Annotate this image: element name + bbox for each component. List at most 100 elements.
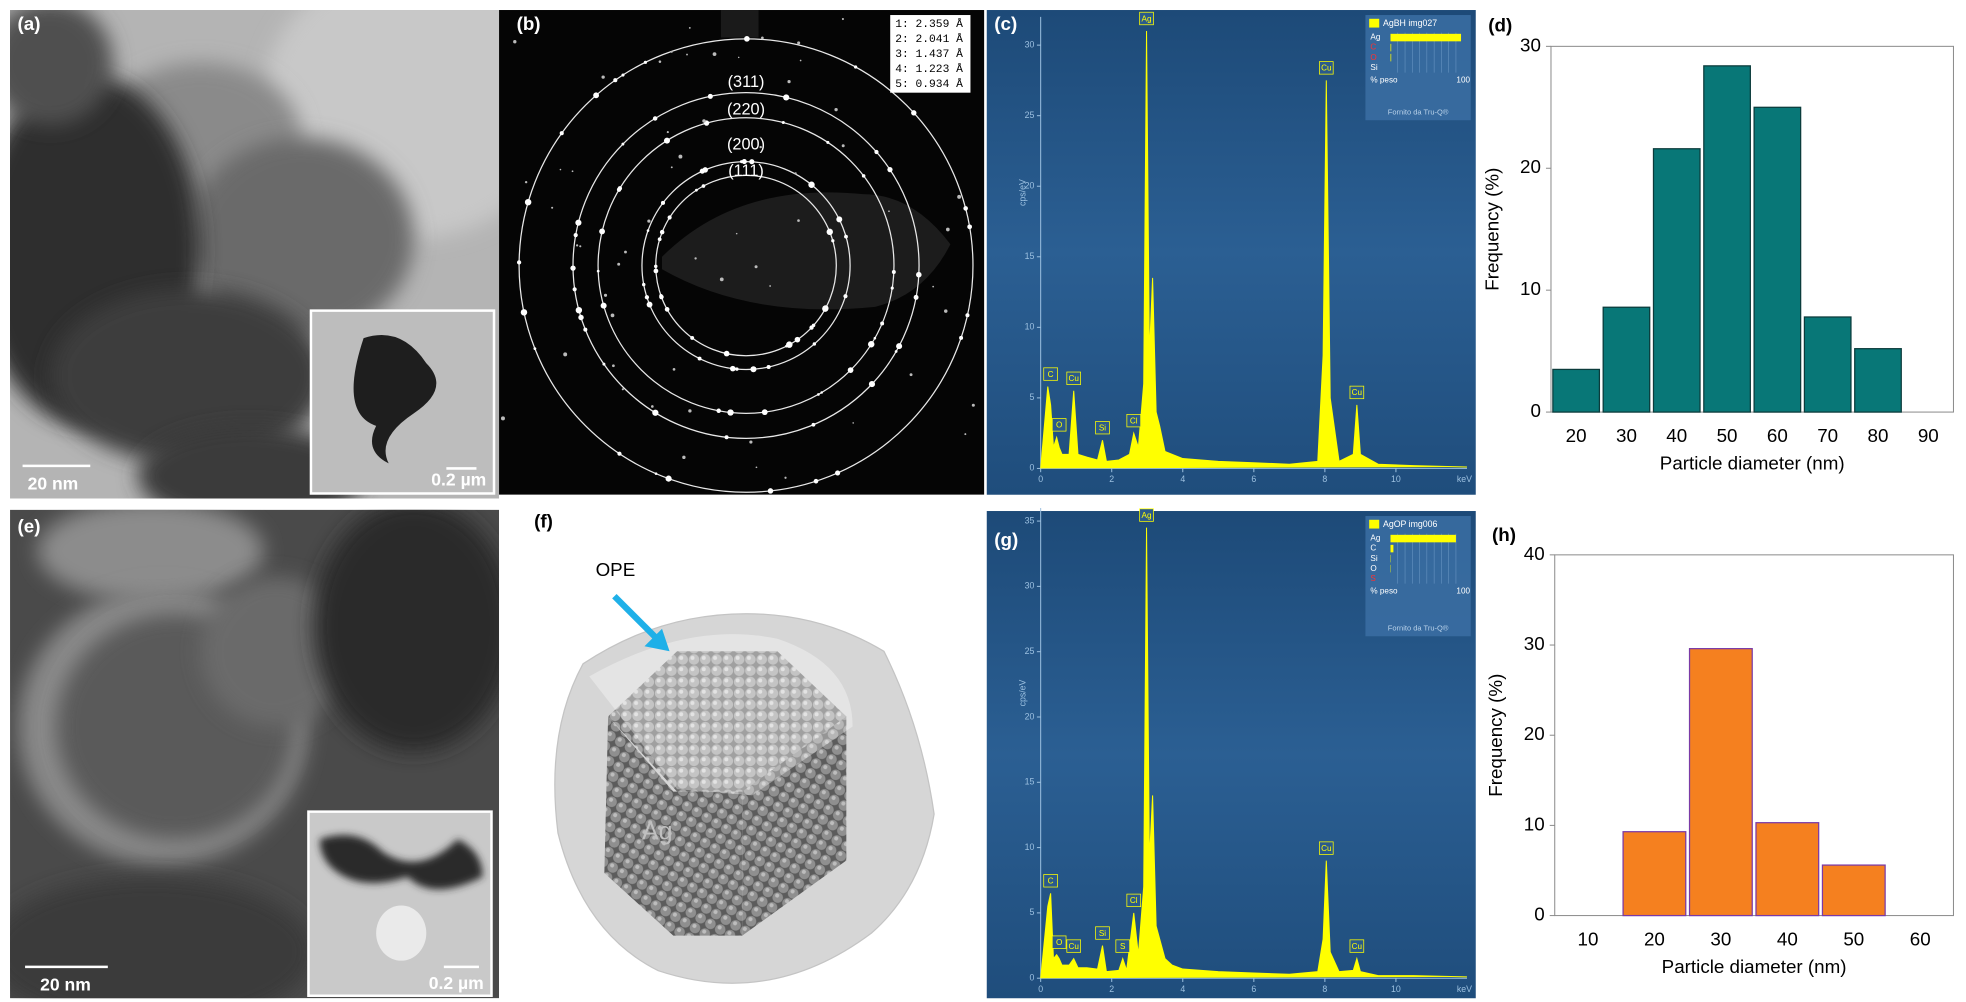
x-tick-label: 10: [1578, 929, 1599, 950]
peak-label: Ag: [1142, 14, 1152, 23]
d-spacing-box: [890, 15, 971, 93]
d-spacing: 2: 2.041 Å: [895, 33, 963, 46]
diffraction-spot: [652, 409, 659, 416]
diffraction-spot: [817, 393, 820, 396]
d-spacing: 4: 1.223 Å: [895, 63, 963, 76]
x-axis-label: Particle diameter (nm): [1660, 453, 1845, 474]
diffraction-spot: [646, 229, 650, 232]
diffraction-spot: [945, 227, 950, 232]
peak-label: Si: [1099, 423, 1106, 432]
diffraction-spot: [867, 341, 875, 348]
diffraction-spot: [621, 73, 625, 77]
x-tick-label: 6: [1251, 984, 1256, 994]
peak-label: Cu: [1352, 388, 1362, 397]
diffraction-spot: [688, 27, 691, 29]
diffraction-spot: [647, 219, 651, 223]
panel-label: (c): [994, 13, 1017, 34]
x-tick-label: 10: [1391, 984, 1401, 994]
x-tick-label: 0: [1038, 474, 1043, 484]
peak-label: O: [1056, 421, 1062, 430]
diffraction-spot: [663, 137, 670, 144]
diffraction-spot: [957, 194, 962, 199]
diffraction-spot: [841, 17, 844, 21]
diffraction-spot: [965, 313, 970, 318]
diffraction-spot: [841, 144, 845, 148]
peak-label-box: [1066, 371, 1081, 385]
diffraction-spot: [888, 210, 890, 213]
composition-label: Ag: [1370, 33, 1380, 42]
tem-image-e: [10, 509, 500, 999]
diffraction-spot: [533, 347, 537, 351]
y-axis-label: cps/eV: [1017, 179, 1027, 206]
bar: [1688, 648, 1753, 917]
diffraction-spot: [822, 305, 829, 312]
diffraction-spot: [610, 313, 615, 318]
d-spacing: 5: 0.934 Å: [895, 78, 963, 91]
d-spacings: 1: 2.359 Å 2: 2.041 Å 3: 1.437 Å 4: 1.223 Å…: [895, 18, 963, 91]
diffraction-spot: [621, 142, 625, 146]
peak-label: Cu: [1069, 374, 1079, 383]
diffraction-spot: [755, 466, 758, 469]
diffraction-spot: [602, 362, 606, 366]
diffraction-spot: [932, 285, 935, 288]
diffraction-spot: [601, 75, 605, 79]
peak-label-box: [1115, 939, 1131, 953]
x-tick-label: 50: [1717, 425, 1738, 446]
scale-bar-label: 0.2 µm: [431, 470, 486, 490]
diffraction-spot: [603, 293, 608, 297]
x-tick-label: 8: [1322, 474, 1327, 484]
diffraction-spot: [670, 166, 673, 169]
diffraction-spot: [520, 309, 528, 316]
panel-label: (d): [1488, 14, 1512, 35]
panel-label: (b): [517, 13, 541, 34]
x-tick-label: 2: [1109, 984, 1114, 994]
peak-label: Si: [1099, 929, 1106, 938]
peak-label-box: [1043, 874, 1058, 888]
diffraction-spot: [964, 433, 967, 436]
shell-label: OPE: [596, 559, 636, 580]
diffraction-spot: [524, 198, 532, 206]
diffraction-spot: [784, 476, 787, 479]
diffraction-spot: [660, 200, 666, 205]
diffraction-spot: [695, 188, 698, 192]
diffraction-spot: [813, 478, 819, 484]
diffraction-spot: [913, 294, 919, 300]
x-tick-label: 2: [1109, 474, 1114, 484]
diffraction-spot: [744, 36, 750, 42]
diffraction-spot: [767, 488, 774, 494]
y-tick-label: 10: [1025, 322, 1035, 332]
diffraction-spot: [754, 265, 758, 269]
diffraction-spot: [646, 301, 653, 308]
diffraction-spot: [666, 131, 669, 134]
x-tick-label: 8: [1322, 984, 1327, 994]
y-axis-label: Frequency (%): [1481, 168, 1502, 291]
diffraction-spot: [670, 50, 673, 53]
diffraction-spot: [874, 149, 879, 155]
diffraction-spot: [761, 36, 764, 40]
panel-label: (a): [18, 13, 41, 34]
peak-label-box: [1126, 893, 1142, 908]
diffraction-spot: [653, 268, 659, 274]
panel-label: (f): [534, 510, 553, 531]
y-tick-label: 5: [1030, 907, 1035, 917]
diffraction-spot: [678, 154, 683, 159]
x-tick-label: 10: [1391, 474, 1401, 484]
diffraction-spot: [712, 52, 717, 56]
beam-stop: [720, 10, 759, 38]
peak-label-box: [1051, 935, 1067, 949]
diffraction-spot: [694, 257, 697, 260]
diffraction-spot: [861, 174, 866, 178]
diffraction-spot: [641, 282, 646, 287]
inset-particles: [353, 335, 437, 464]
diffraction-spot: [769, 285, 772, 287]
x-tick-label: 6: [1251, 474, 1256, 484]
peak-label: Cu: [1321, 844, 1331, 853]
composition-max: 100: [1456, 586, 1470, 595]
x-tick-label: 30: [1710, 929, 1731, 950]
diffraction-spot: [599, 228, 605, 235]
diffraction-spot: [766, 364, 771, 370]
x-tick-label: 60: [1910, 929, 1931, 950]
diffraction-spot: [749, 440, 753, 444]
diffraction-spot: [657, 237, 662, 242]
